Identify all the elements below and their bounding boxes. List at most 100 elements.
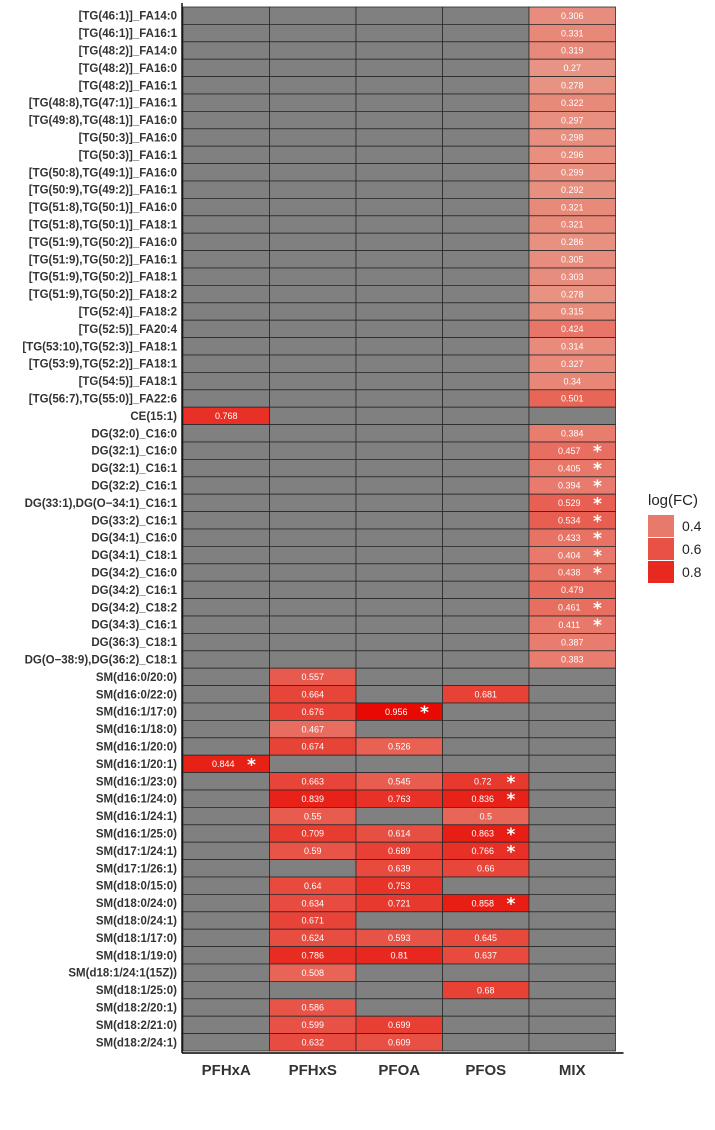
cell-value-label: 0.321 [561, 202, 584, 212]
row-label: SM(d18:1/17:0) [96, 933, 177, 945]
heatmap-cell [182, 354, 270, 373]
heatmap-cell [355, 580, 443, 600]
heatmap-cell [442, 354, 530, 373]
heatmap-cell [182, 876, 270, 895]
heatmap-cell [355, 441, 443, 460]
heatmap-cell [269, 23, 357, 43]
cell-value-label: 0.303 [561, 272, 584, 282]
cell-value-label: 0.383 [561, 655, 584, 665]
cell-value-label: 0.331 [561, 28, 584, 38]
cell-value-label: 0.586 [301, 1003, 324, 1013]
heatmap-cell [528, 824, 616, 843]
row-label: DG(32:1)_C16:1 [91, 463, 177, 475]
heatmap-cell [355, 424, 443, 443]
heatmap-cell [182, 667, 270, 687]
heatmap-cell [355, 546, 443, 565]
cell-value-label: 0.501 [561, 394, 584, 404]
heatmap-cell [269, 981, 357, 1000]
row-label: CE(15:1) [130, 411, 177, 423]
heatmap-cell [269, 354, 357, 373]
heatmap-cell [355, 650, 443, 669]
heatmap-cell [269, 93, 357, 112]
cell-value-label: 0.534 [558, 516, 581, 526]
heatmap-cell [355, 302, 443, 321]
cell-value-label: 0.405 [558, 463, 581, 473]
heatmap-cell [269, 41, 357, 60]
heatmap-cell [528, 981, 616, 1000]
heatmap-cell [182, 337, 270, 356]
row-label: SM(d16:1/17:0) [96, 707, 177, 719]
heatmap-cell [269, 859, 357, 878]
heatmap-cell [355, 319, 443, 339]
cell-value-label: 0.387 [561, 637, 584, 647]
significance-marker: * [593, 477, 602, 497]
cell-value-label: 0.321 [561, 220, 584, 230]
row-label: DG(32:2)_C16:1 [91, 481, 177, 493]
heatmap-cell [182, 546, 270, 565]
row-label: SM(d16:1/24:1) [96, 811, 177, 823]
heatmap-cell [528, 789, 616, 808]
heatmap-cell [442, 128, 530, 147]
heatmap-cell [182, 894, 270, 913]
heatmap-cell [182, 302, 270, 321]
heatmap-cell [269, 441, 357, 460]
significance-marker: * [507, 825, 516, 845]
heatmap-cell [182, 111, 270, 130]
heatmap-cell [269, 232, 357, 251]
heatmap-cell [182, 371, 270, 391]
cell-value-label: 0.508 [301, 968, 324, 978]
cell-value-label: 0.433 [558, 533, 581, 543]
row-label: [TG(50:8),TG(49:1)]_FA16:0 [29, 167, 177, 179]
heatmap-cell [182, 859, 270, 878]
heatmap-cell [182, 650, 270, 669]
heatmap-cell [269, 615, 357, 634]
heatmap-cell [442, 876, 530, 895]
heatmap-cell [528, 894, 616, 913]
heatmap-cell [182, 41, 270, 60]
cell-value-label: 0.66 [477, 864, 495, 874]
heatmap-cell [182, 145, 270, 164]
heatmap-cell [182, 441, 270, 460]
heatmap-cell [182, 580, 270, 600]
significance-marker: * [507, 790, 516, 810]
cell-value-label: 0.68 [477, 985, 495, 995]
significance-marker: * [247, 755, 256, 775]
heatmap-cell [182, 998, 270, 1017]
column-label: MIX [559, 1062, 586, 1079]
heatmap-cell [442, 963, 530, 982]
row-label: SM(d16:1/24:0) [96, 794, 177, 806]
legend-swatch [648, 515, 674, 537]
row-label: [TG(51:9),TG(50:2)]_FA16:0 [29, 237, 177, 249]
heatmap-cell [442, 267, 530, 286]
cell-value-label: 0.292 [561, 185, 584, 195]
heatmap-cell [528, 1015, 616, 1035]
heatmap-cell [442, 615, 530, 634]
heatmap-cell [442, 650, 530, 669]
heatmap-cell [442, 180, 530, 199]
cell-value-label: 0.5 [479, 811, 492, 821]
heatmap-cell [269, 319, 357, 339]
heatmap-cell [182, 702, 270, 721]
row-label: [TG(48:8),TG(47:1)]_FA16:1 [29, 98, 178, 110]
cell-value-label: 0.72 [474, 777, 492, 787]
row-label: [TG(49:8),TG(48:1)]_FA16:0 [29, 115, 177, 127]
heatmap-cell [355, 76, 443, 95]
heatmap-cell [442, 232, 530, 251]
row-label: SM(d16:0/20:0) [96, 672, 177, 684]
heatmap-cell [442, 580, 530, 600]
heatmap-cell [269, 476, 357, 495]
heatmap-cell [355, 615, 443, 634]
cell-value-label: 0.286 [561, 237, 584, 247]
heatmap-cell [355, 633, 443, 652]
cell-value-label: 0.844 [212, 759, 235, 769]
heatmap-cell [442, 667, 530, 687]
cell-value-label: 0.411 [558, 620, 580, 630]
heatmap-cell [182, 424, 270, 443]
heatmap-cell [355, 963, 443, 982]
heatmap-cell [442, 702, 530, 721]
cell-value-label: 0.609 [388, 1038, 411, 1048]
cell-value-label: 0.319 [561, 46, 584, 56]
heatmap-cell [269, 337, 357, 356]
heatmap-cell [528, 859, 616, 878]
heatmap-cell [269, 493, 357, 513]
